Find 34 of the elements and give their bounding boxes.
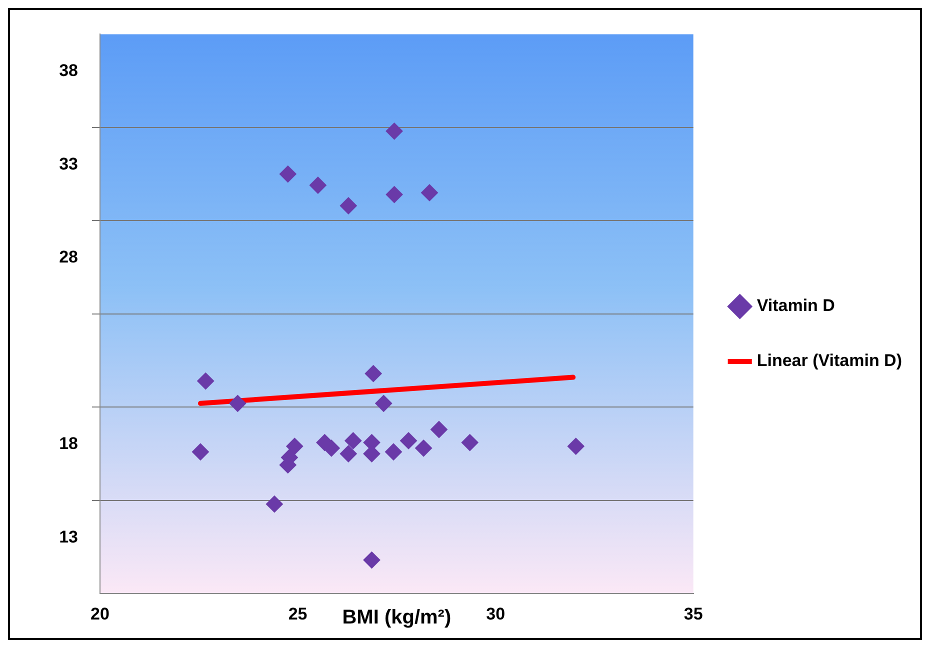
point xyxy=(385,443,402,460)
point xyxy=(340,197,357,214)
point xyxy=(386,122,403,140)
y-tick-label: 38 xyxy=(59,61,78,80)
x-tick-label: 20 xyxy=(90,604,110,624)
point xyxy=(421,184,438,202)
point xyxy=(415,440,432,457)
point xyxy=(567,438,584,455)
point xyxy=(192,443,209,460)
x-tick-label: 35 xyxy=(684,604,703,624)
x-tick-label: 30 xyxy=(486,604,506,624)
y-tick-label: 18 xyxy=(59,434,78,454)
x-tick-label: 25 xyxy=(288,604,308,624)
point xyxy=(286,438,304,455)
point xyxy=(430,421,448,438)
point xyxy=(461,434,478,452)
point xyxy=(364,365,382,382)
point xyxy=(386,186,403,204)
legend-label: Linear (Vitamin D) xyxy=(756,351,902,370)
point xyxy=(363,552,380,569)
y-tick-label: 13 xyxy=(59,527,78,546)
y-tick-label: 28 xyxy=(59,248,78,267)
y-tick-label: 33 xyxy=(59,154,78,174)
point xyxy=(279,166,296,183)
point xyxy=(229,394,246,412)
point xyxy=(197,372,214,390)
x-axis-title: BMI (kg/m²) xyxy=(342,606,452,629)
point xyxy=(266,496,283,513)
point xyxy=(344,432,362,450)
point xyxy=(340,445,357,462)
point xyxy=(309,176,326,194)
point xyxy=(400,432,418,450)
legend-label: Vitamin D xyxy=(756,296,835,316)
point xyxy=(375,394,392,412)
